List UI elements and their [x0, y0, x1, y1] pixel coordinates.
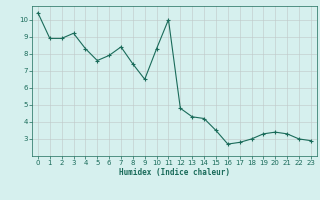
X-axis label: Humidex (Indice chaleur): Humidex (Indice chaleur)	[119, 168, 230, 177]
